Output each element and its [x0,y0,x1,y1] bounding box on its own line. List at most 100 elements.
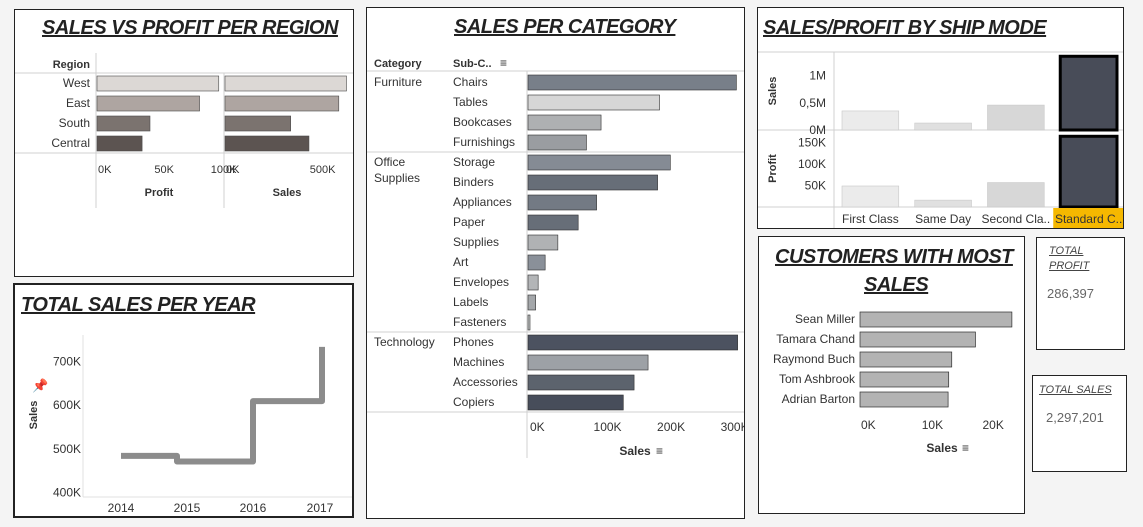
customer-sort-icon: ≡ [962,441,969,455]
category-label-supplies: Supplies [374,171,420,185]
category-label-furniture: Furniture [374,75,422,89]
year-y-tick-500k: 500K [53,442,81,456]
region-profit-bar-west [96,75,220,92]
ship-sales-axis-label: Sales [767,77,779,106]
ship-profit-tick-150k: 150K [798,136,826,150]
subcategory-label-paper: Paper [453,215,485,229]
ship-panel-title: SALES/PROFIT BY SHIP MODE [763,17,1047,39]
region-profit-bar-east [96,95,200,112]
region-profit-axis-label: Profit [145,187,174,199]
subcategory-label-accessories: Accessories [453,375,518,389]
ship-sales-tick-1m: 1M [809,69,826,83]
category-bar-phones [527,334,738,351]
category-bar-art [527,254,546,271]
ship-x-label-standard-c: Standard C.. [1055,212,1122,226]
customer-bar-tamara-chand [859,331,976,348]
category-bar-supplies [527,234,559,251]
region-sales-tick-0k: 0K [226,164,240,176]
ship-profit-axis-label: Profit [767,154,779,183]
region-label-west: West [63,76,91,90]
year-y-tick-600k: 600K [53,398,81,412]
subcategory-label-fasteners: Fasteners [453,315,506,329]
customer-x-axis-label: Sales [926,441,958,455]
category-x-tick-300k: 300K [721,420,745,434]
total-profit-value: 286,397 [1047,286,1094,301]
year-x-tick-2016: 2016 [240,501,267,515]
customer-chart: Sean Miller Tamara Chand Raymond Buch Tom A… [773,311,1013,455]
category-x-tick-200k: 200K [657,420,685,434]
customer-label-sean-miller: Sean Miller [795,312,855,326]
subcategory-label-art: Art [453,255,469,269]
customer-label-tom-ashbrook: Tom Ashbrook [779,372,856,386]
region-label-east: East [66,96,91,110]
ship-x-label-same-day: Same Day [915,212,971,226]
year-y-tick-700k: 700K [53,354,81,368]
customer-panel: CUSTOMERS WITH MOST SALES Sean Miller Tam… [758,236,1025,514]
year-x-tick-2017: 2017 [307,501,334,515]
year-x-tick-2014: 2014 [108,501,135,515]
category-bar-fasteners [527,314,531,331]
pin-icon: 📌 [32,377,48,393]
category-bar-labels [527,294,536,311]
subcategory-label-phones: Phones [453,335,494,349]
customer-panel-title-line2: SALES [864,274,929,296]
ship-profit-bar-same-day [914,199,972,208]
region-sales-bar-west [224,75,347,92]
region-profit-tick-50k: 50K [154,164,174,176]
customer-label-tamara-chand: Tamara Chand [776,332,855,346]
customer-bar-tom-ashbrook [859,371,950,388]
ship-sales-bar-first-class [841,110,900,131]
region-chart: Region West East South Central 0K 50K 100K Profi… [15,53,353,208]
region-profit-bar-south [96,115,151,132]
region-sales-bar-south [224,115,291,132]
total-profit-card: TOTAL PROFIT 286,397 [1036,237,1125,350]
subcategory-label-envelopes: Envelopes [453,275,509,289]
subcategory-label-labels: Labels [453,295,488,309]
year-chart: 400K 500K 600K 700K Sales 📌 2014 2015 2016 2017 [28,335,352,515]
ship-profit-bar-second-cla [987,182,1045,208]
category-x-tick-100k: 100K [594,420,622,434]
subcategory-header: Sub-C.. [453,58,492,70]
ship-profit-tick-100k: 100K [798,157,826,171]
customer-x-tick-10k: 10K [922,418,943,432]
ship-chart: 0M 0,5M 1M Sales 50K 100K 150K Profit First Clas… [758,51,1123,228]
category-bar-appliances [527,194,597,211]
ship-x-label-second-cla: Second Cla.. [982,212,1051,226]
ship-sales-tick-0-5m: 0,5M [799,96,826,110]
region-header: Region [53,59,91,71]
subcategory-label-storage: Storage [453,155,495,169]
category-x-axis-label: Sales [619,444,651,458]
ship-sales-tick-0m: 0M [809,123,826,137]
subcategory-label-machines: Machines [453,355,504,369]
total-profit-label-line2: PROFIT [1049,260,1090,272]
subcategory-label-binders: Binders [453,175,494,189]
customer-x-tick-20k: 20K [983,418,1004,432]
year-panel-title: TOTAL SALES PER YEAR [21,294,256,316]
ship-sales-bar-standard-c [1058,54,1119,132]
total-profit-label-line1: TOTAL [1049,245,1084,257]
region-sales-axis-label: Sales [273,187,302,199]
ship-sales-bar-same-day [914,122,972,131]
category-bar-binders [527,174,658,191]
sort-icon: ≡ [500,56,507,70]
customer-bar-raymond-buch [859,351,953,368]
category-bar-chairs [527,74,737,91]
region-profit-tick-0k: 0K [98,164,112,176]
customer-label-raymond-buch: Raymond Buch [773,352,855,366]
category-bar-tables [527,94,660,111]
region-sales-tick-500k: 500K [310,164,336,176]
ship-x-label-first-class: First Class [842,212,899,226]
subcategory-label-furnishings: Furnishings [453,135,515,149]
subcategory-label-bookcases: Bookcases [453,115,512,129]
region-profit-tick-100k: 100K [211,164,237,176]
year-y-tick-400k: 400K [53,486,81,500]
year-sales-line [121,346,325,465]
subcategory-label-tables: Tables [453,95,488,109]
region-label-south: South [59,116,90,130]
subcategory-label-appliances: Appliances [453,195,512,209]
customer-label-adrian-barton: Adrian Barton [782,392,855,406]
category-chart: Category Sub-C.. ≡ Furniture Chairs Tables Boo… [367,56,745,458]
region-label-central: Central [51,136,90,150]
ship-highlight-background [1053,208,1123,228]
subcategory-label-copiers: Copiers [453,395,494,409]
